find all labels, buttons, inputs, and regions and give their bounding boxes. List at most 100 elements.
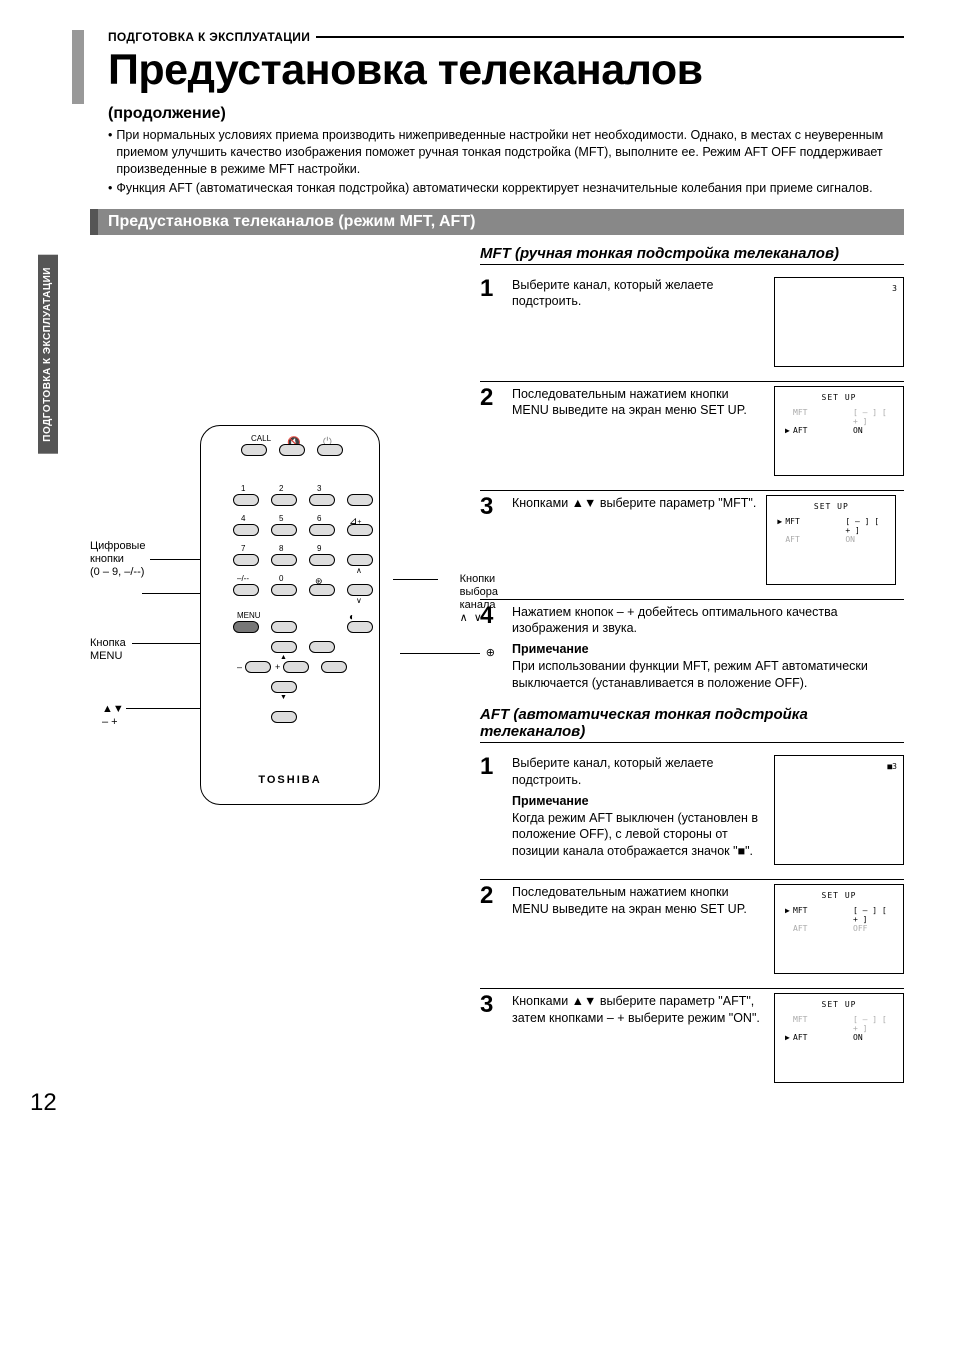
osd-screen: 3 bbox=[774, 277, 904, 367]
osd-channel: 3 bbox=[781, 284, 897, 293]
osd-title: SET UP bbox=[773, 502, 889, 511]
menu-button bbox=[233, 621, 259, 633]
osd-title: SET UP bbox=[781, 393, 897, 402]
num-label: 2 bbox=[279, 484, 283, 493]
num-button bbox=[233, 494, 259, 506]
timer-button bbox=[347, 621, 373, 633]
bullet-icon: • bbox=[108, 127, 112, 178]
osd-row-label: AFT bbox=[793, 1033, 853, 1042]
minus-button bbox=[245, 661, 271, 673]
page-title: Предустановка телеканалов bbox=[108, 46, 904, 95]
num-label: 7 bbox=[241, 544, 245, 553]
intro: • При нормальных условиях приема произво… bbox=[108, 127, 904, 197]
ch-down-button bbox=[347, 584, 373, 596]
bullet-icon: • bbox=[108, 180, 112, 197]
osd-row-label: AFT bbox=[793, 426, 853, 435]
page: ПОДГОТОВКА К ЭКСПЛУАТАЦИИ ПОДГОТОВКА К Э… bbox=[0, 0, 954, 1127]
osd-row-label: MFT bbox=[793, 1015, 853, 1033]
step-text: Кнопками ▲▼ выберите параметр "AFT", зат… bbox=[512, 993, 764, 1027]
remote-illustration: Цифровые кнопки (0 – 9, –/--) Кнопка MEN… bbox=[130, 425, 450, 805]
callout-digital: Цифровые кнопки (0 – 9, –/--) bbox=[90, 540, 145, 580]
note-text: При использовании функции MFT, режим AFT… bbox=[512, 658, 904, 692]
vol-button bbox=[347, 524, 373, 536]
step-text: Последовательным нажатием кнопки MENU вы… bbox=[512, 884, 764, 918]
num-label: 1 bbox=[241, 484, 245, 493]
remote-body: CALL 🔇 ⏻ 1 2 3 4 5 6 bbox=[200, 425, 380, 805]
step-number: 1 bbox=[480, 755, 502, 865]
osd-row-value: [ – ] [ + ] bbox=[853, 906, 893, 924]
aft-step-2: 2 Последовательным нажатием кнопки MENU … bbox=[480, 879, 904, 974]
dash-label: –/-- bbox=[237, 574, 249, 583]
call-button bbox=[241, 444, 267, 456]
mft-step-4: 4 Нажатием кнопок – + добейтесь оптималь… bbox=[480, 599, 904, 692]
section-header-row: ПОДГОТОВКА К ЭКСПЛУАТАЦИИ bbox=[108, 30, 904, 44]
intro-paragraph-1: При нормальных условиях приема производи… bbox=[116, 127, 904, 178]
step-number: 2 bbox=[480, 386, 502, 476]
osd-screen: ■3 bbox=[774, 755, 904, 865]
num-button bbox=[309, 524, 335, 536]
osd-screen: SET UP MFT[ – ] [ + ] ▶AFTON bbox=[774, 993, 904, 1083]
aft-title: AFT (автоматическая тонкая подстройка те… bbox=[480, 706, 904, 743]
dash-button bbox=[233, 584, 259, 596]
osd-title: SET UP bbox=[781, 891, 897, 900]
mft-step-3: 3 Кнопками ▲▼ выберите параметр "MFT". S… bbox=[480, 490, 904, 585]
return-button bbox=[309, 584, 335, 596]
step-text: Нажатием кнопок – + добейтесь оптимально… bbox=[512, 605, 838, 636]
osd-screen: SET UP MFT[ – ] [ + ] ▶AFTON bbox=[774, 386, 904, 476]
osd-row-value: ON bbox=[845, 535, 885, 544]
osd-title: SET UP bbox=[781, 1000, 897, 1009]
osd-row-value: [ – ] [ + ] bbox=[853, 408, 893, 426]
intro-paragraph-2: Функция AFT (автоматическая тонкая подст… bbox=[116, 180, 872, 197]
section-rule bbox=[316, 36, 904, 38]
num-button bbox=[271, 494, 297, 506]
power-button bbox=[317, 444, 343, 456]
num-label: 3 bbox=[317, 484, 321, 493]
content-columns: Цифровые кнопки (0 – 9, –/--) Кнопка MEN… bbox=[90, 245, 904, 1097]
osd-row-value: OFF bbox=[853, 924, 893, 933]
plus-button bbox=[283, 661, 309, 673]
ch-down-icon: ∨ bbox=[356, 596, 362, 605]
up-button bbox=[271, 641, 297, 653]
callout-line bbox=[400, 653, 480, 654]
row-button bbox=[271, 621, 297, 633]
menu-label: MENU bbox=[237, 611, 261, 620]
osd-pointer-icon: ▶ bbox=[785, 1033, 793, 1042]
osd-row-value: ON bbox=[853, 426, 893, 435]
num-label: 4 bbox=[241, 514, 245, 523]
side-tab: ПОДГОТОВКА К ЭКСПЛУАТАЦИИ bbox=[38, 255, 58, 454]
mft-step-1: 1 Выберите канал, который желаете подстр… bbox=[480, 273, 904, 367]
up-arrow-icon: ▲ bbox=[280, 654, 287, 661]
osd-row-value: [ – ] [ + ] bbox=[853, 1015, 893, 1033]
aft-step-3: 3 Кнопками ▲▼ выберите параметр "AFT", з… bbox=[480, 988, 904, 1083]
num-label: 8 bbox=[279, 544, 283, 553]
callout-channel: Кнопки выбора канала ∧ ∨ bbox=[460, 573, 498, 626]
osd-row-label: AFT bbox=[793, 924, 853, 933]
osd-row-label: AFT bbox=[785, 535, 845, 544]
osd-screen: SET UP ▶MFT[ – ] [ + ] AFTOFF bbox=[774, 884, 904, 974]
num-button bbox=[271, 554, 297, 566]
step-number: 3 bbox=[480, 993, 502, 1083]
remote-column: Цифровые кнопки (0 – 9, –/--) Кнопка MEN… bbox=[90, 245, 460, 1097]
mft-step-2: 2 Последовательным нажатием кнопки MENU … bbox=[480, 381, 904, 476]
num-button bbox=[309, 494, 335, 506]
remote-brand: TOSHIBA bbox=[201, 774, 379, 786]
down-button bbox=[271, 681, 297, 693]
aft-step-1: 1 Выберите канал, который желаете подстр… bbox=[480, 751, 904, 865]
num-label: 5 bbox=[279, 514, 283, 523]
note-label: Примечание bbox=[512, 641, 904, 658]
osd-row-value: [ – ] [ + ] bbox=[845, 517, 885, 535]
osd-row-label: MFT bbox=[785, 517, 845, 535]
osd-row-value: ON bbox=[853, 1033, 893, 1042]
extra-button bbox=[347, 494, 373, 506]
osd-channel: ■3 bbox=[781, 762, 897, 771]
continuation-label: (продолжение) bbox=[108, 105, 904, 123]
music-button bbox=[309, 641, 335, 653]
callout-arrows: ▲▼ – + bbox=[102, 703, 124, 729]
bottom-button bbox=[271, 711, 297, 723]
step-text: Выберите канал, который желаете подстрои… bbox=[512, 277, 764, 311]
num-button bbox=[271, 584, 297, 596]
num-button bbox=[233, 524, 259, 536]
ch-up-button bbox=[347, 554, 373, 566]
osd-pointer-icon: ▶ bbox=[777, 517, 785, 535]
enter-button bbox=[321, 661, 347, 673]
